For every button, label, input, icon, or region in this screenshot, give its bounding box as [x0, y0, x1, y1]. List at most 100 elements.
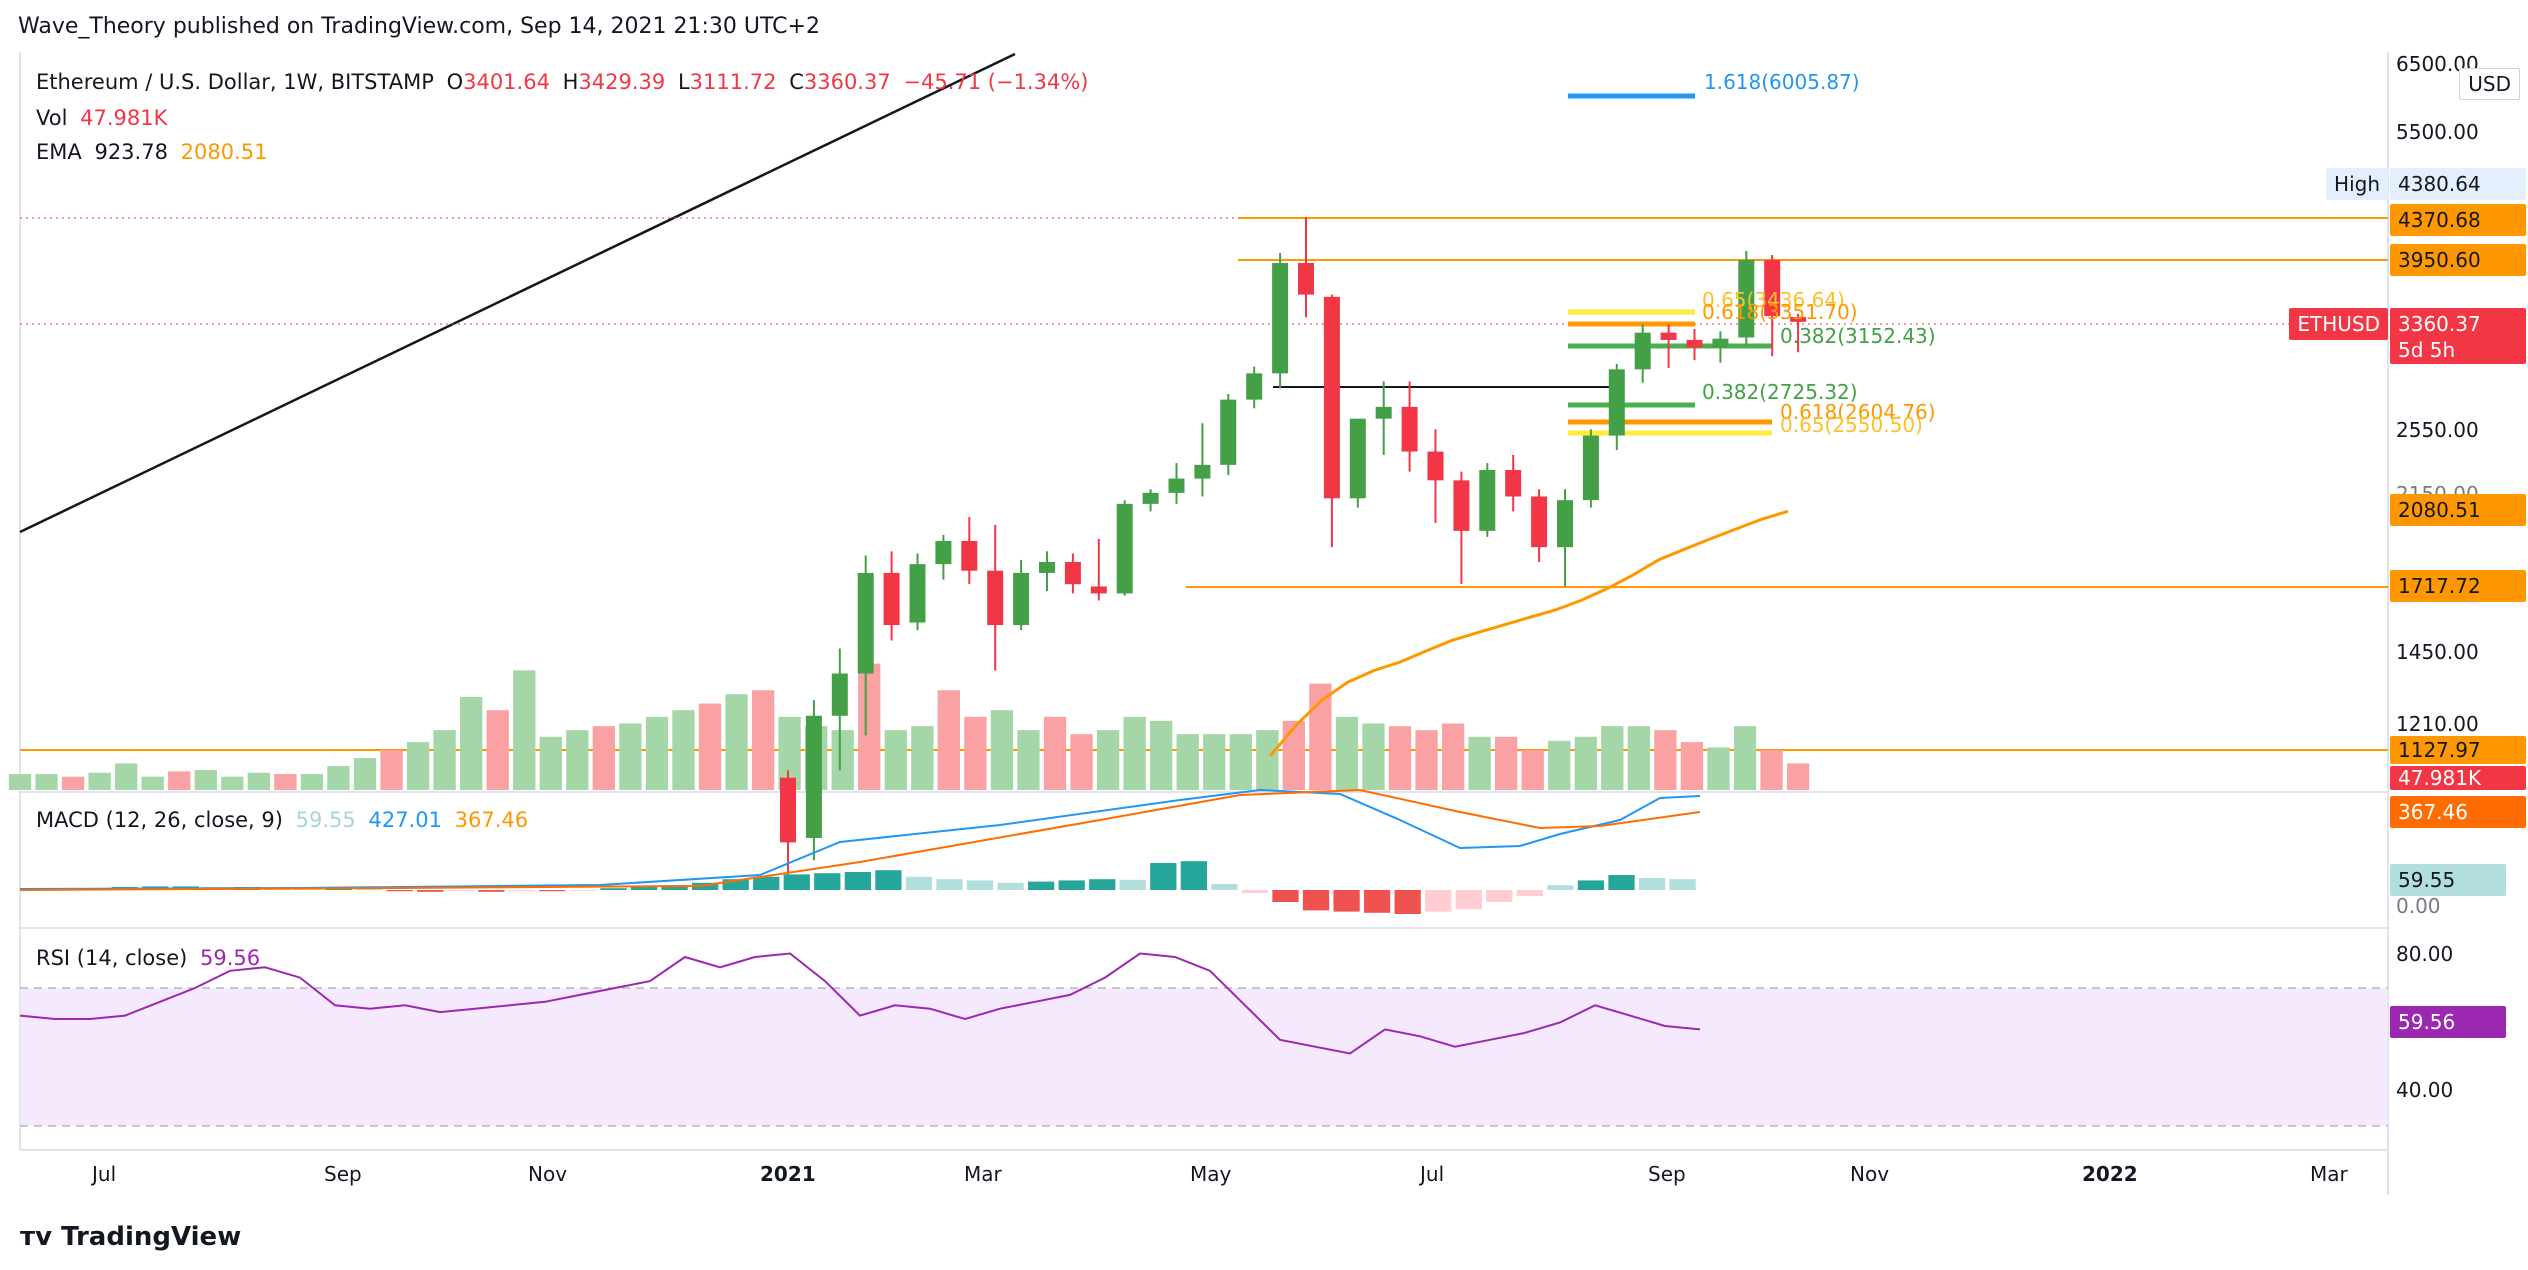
volume-bar — [353, 758, 377, 790]
last-price-tag: 3360.37 — [2390, 308, 2526, 340]
time-axis-label: May — [1190, 1162, 1232, 1186]
macd-bar — [1302, 890, 1330, 911]
axis-tick-1210: 1210.00 — [2396, 712, 2479, 736]
high-label: H — [562, 70, 579, 94]
volume-bar — [1362, 723, 1385, 790]
volume-bar — [1786, 763, 1810, 790]
candle — [1427, 429, 1444, 523]
volume-bar — [141, 776, 164, 790]
volume-bar — [937, 690, 961, 790]
fib-0618-top-label: 0.618(3351.70) — [1702, 300, 1858, 324]
rsi-label[interactable]: RSI (14, close) — [36, 946, 188, 970]
fib-065-low-label: 0.65(2550.50) — [1780, 413, 1923, 437]
volume-bar — [1203, 734, 1226, 790]
tradingview-logo: ᴛᴠ TradingView — [20, 1222, 241, 1252]
volume-bar — [1415, 730, 1438, 790]
high-value: 3429.39 — [578, 70, 666, 94]
axis-tick-80: 80.00 — [2396, 942, 2454, 966]
macd-bar — [1180, 861, 1207, 890]
candle — [780, 770, 796, 889]
macd-bar — [753, 876, 780, 890]
macd-bar — [1547, 885, 1574, 890]
macd-bar — [1486, 890, 1513, 902]
macd-bar — [1058, 880, 1085, 890]
rsi-value: 59.56 — [200, 946, 261, 970]
volume-bar — [1123, 716, 1146, 790]
macd-value: 427.01 — [368, 808, 442, 832]
volume-bar — [1707, 747, 1730, 790]
macd-bar — [1455, 890, 1482, 910]
volume-bar — [35, 774, 58, 790]
candle — [1375, 381, 1392, 455]
macd-bar — [417, 890, 444, 892]
time-axis-label: Mar — [2310, 1162, 2348, 1186]
candle — [935, 534, 952, 580]
macd-bar — [1669, 879, 1696, 890]
open-value: 3401.64 — [463, 70, 550, 94]
macd-bar — [905, 876, 933, 890]
candle — [857, 555, 874, 736]
volume-bar — [778, 716, 801, 790]
volume-bar — [513, 670, 536, 790]
currency-button[interactable]: USD — [2459, 68, 2520, 100]
volume-bar — [1468, 736, 1491, 790]
candle — [1168, 463, 1185, 504]
symbol-name[interactable]: Ethereum / U.S. Dollar, 1W, BITSTAMP — [36, 70, 434, 94]
candle — [831, 648, 848, 771]
candle — [1323, 294, 1340, 548]
volume-bar — [433, 730, 456, 790]
volume-bar — [1017, 730, 1040, 790]
candle — [1608, 364, 1625, 450]
volume-bar — [1548, 740, 1571, 790]
macd-label[interactable]: MACD (12, 26, close, 9) — [36, 808, 283, 832]
rsi-legend: RSI (14, close) 59.56 — [36, 946, 266, 970]
signal-line — [19, 788, 1701, 891]
time-axis-label: Jul — [92, 1162, 117, 1186]
macd-bar — [936, 879, 963, 890]
macd-bar — [1425, 890, 1452, 912]
macd-bar — [1364, 890, 1391, 913]
candle — [1582, 429, 1599, 508]
level-1717-tag: 1717.72 — [2390, 570, 2526, 602]
macd-hist-value: 59.55 — [295, 808, 356, 832]
candle — [1194, 423, 1211, 497]
volume-bar — [1627, 726, 1651, 790]
volume-label[interactable]: Vol — [36, 106, 68, 130]
volume-bar — [911, 726, 934, 790]
macd-signal-tag: 367.46 — [2390, 796, 2526, 828]
macd-bar — [966, 880, 994, 890]
close-value: 3360.37 — [803, 70, 891, 94]
candle — [1453, 471, 1470, 585]
macd-bar — [539, 890, 566, 892]
macd-histogram — [20, 861, 1696, 914]
macd-bar — [814, 873, 841, 890]
volume-bar — [1733, 726, 1757, 790]
candle — [1660, 324, 1677, 369]
macd-bar — [1089, 879, 1116, 890]
volume-bar — [406, 742, 430, 790]
ema-length: 923.78 — [94, 140, 168, 164]
volume-bar — [645, 716, 669, 790]
fib-0382-top-label: 0.382(3152.43) — [1780, 324, 1936, 348]
volume-bar — [1441, 723, 1465, 790]
volume-bar — [725, 694, 748, 790]
time-axis-label: Nov — [1850, 1162, 1890, 1186]
level-4370-tag: 4370.68 — [2390, 204, 2526, 236]
candle — [1401, 381, 1418, 472]
volume-bar — [1070, 734, 1093, 790]
level-3950-tag: 3950.60 — [2390, 244, 2526, 276]
macd-bar — [508, 890, 535, 892]
published-header: Wave_Theory published on TradingView.com… — [18, 14, 820, 39]
candle — [1013, 559, 1030, 631]
ema-label[interactable]: EMA — [36, 140, 82, 164]
fib-0382-low-label: 0.382(2725.32) — [1702, 380, 1858, 404]
axis-tick-0: 0.00 — [2396, 894, 2441, 918]
candle — [1505, 454, 1522, 512]
candle — [1557, 489, 1573, 587]
rsi-tag: 59.56 — [2390, 1006, 2506, 1038]
rsi-line — [19, 952, 1701, 1055]
macd-bar — [1333, 890, 1360, 912]
candle — [987, 524, 1004, 671]
open-label: O — [446, 70, 464, 94]
